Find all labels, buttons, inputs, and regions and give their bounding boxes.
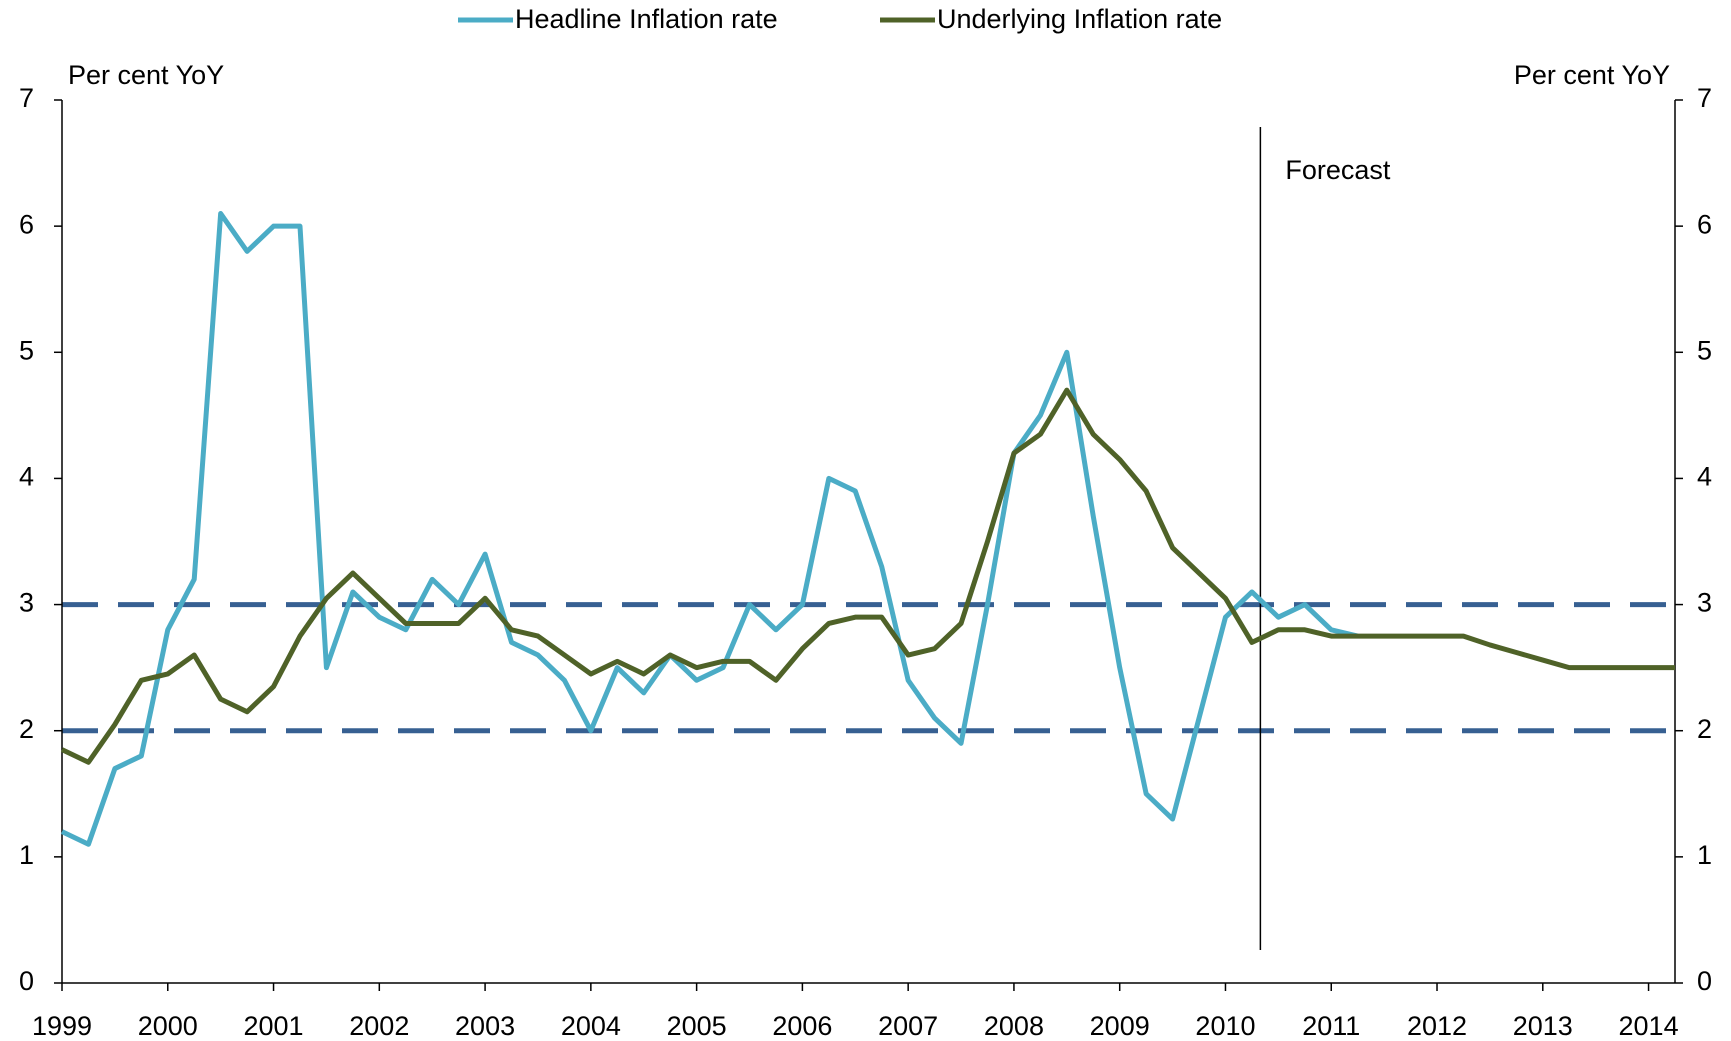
x-tick-label: 2013 <box>1513 1011 1573 1041</box>
y-tick-label: 1 <box>19 840 34 870</box>
x-tick-label: 2009 <box>1090 1011 1150 1041</box>
y-tick-label: 3 <box>19 588 34 618</box>
y-tick-label: 4 <box>19 462 34 492</box>
x-tick-label: 2004 <box>561 1011 621 1041</box>
y-tick-label: 2 <box>19 714 34 744</box>
x-tick-label: 2012 <box>1407 1011 1467 1041</box>
y2-tick-label: 2 <box>1697 714 1712 744</box>
x-tick-label: 2008 <box>984 1011 1044 1041</box>
y-tick-label: 5 <box>19 335 34 365</box>
y-tick-label: 0 <box>19 966 34 996</box>
y-axis-label: Per cent YoY <box>68 60 224 90</box>
series-line <box>60 387 1675 765</box>
y2-tick-label: 4 <box>1697 462 1712 492</box>
series-line <box>60 211 1359 847</box>
x-tick-label: 2000 <box>138 1011 198 1041</box>
x-tick-label: 1999 <box>32 1011 92 1041</box>
legend-label: Underlying Inflation rate <box>937 4 1222 34</box>
y-tick-label: 6 <box>19 209 34 239</box>
y2-axis-label: Per cent YoY <box>1514 60 1670 90</box>
x-tick-label: 2003 <box>455 1011 515 1041</box>
y2-tick-label: 5 <box>1697 335 1712 365</box>
legend-label: Headline Inflation rate <box>515 4 778 34</box>
y2-tick-label: 3 <box>1697 588 1712 618</box>
x-tick-label: 2006 <box>772 1011 832 1041</box>
y-tick-label: 7 <box>19 83 34 113</box>
y2-tick-label: 7 <box>1697 83 1712 113</box>
x-tick-label: 2002 <box>349 1011 409 1041</box>
y2-tick-label: 6 <box>1697 209 1712 239</box>
x-tick-label: 2011 <box>1302 1011 1360 1041</box>
x-tick-label: 2001 <box>244 1011 304 1041</box>
y2-tick-label: 0 <box>1697 966 1712 996</box>
x-tick-label: 2014 <box>1619 1011 1679 1041</box>
y2-tick-label: 1 <box>1697 840 1712 870</box>
x-tick-label: 2005 <box>667 1011 727 1041</box>
annotation: Forecast <box>1285 155 1391 185</box>
x-tick-label: 2007 <box>878 1011 938 1041</box>
x-tick-label: 2010 <box>1195 1011 1255 1041</box>
